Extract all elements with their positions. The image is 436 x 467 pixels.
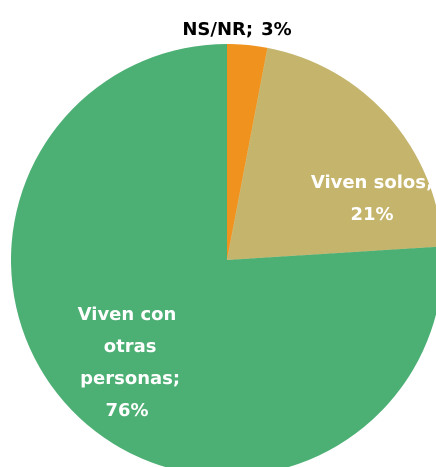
label-line: otras: [98, 336, 157, 357]
slice-value-label: 76%: [105, 400, 148, 421]
slice-category: Viven solos;: [311, 172, 433, 193]
pie-slice: [227, 47, 436, 260]
pie-slice: [227, 44, 268, 260]
slice-value-label: 21%: [350, 204, 393, 225]
slice-category: NS/NR;: [182, 19, 253, 40]
slice-value-label: 3%: [261, 19, 292, 40]
label-line: personas;: [74, 368, 180, 389]
label-line: Viven con: [78, 304, 177, 325]
slice-label: NS/NR; 3%: [182, 19, 291, 40]
label-line: Viven solos;: [311, 172, 433, 193]
pie-slice: [11, 44, 436, 467]
slice-category: Viven con otras personas;: [74, 304, 180, 389]
